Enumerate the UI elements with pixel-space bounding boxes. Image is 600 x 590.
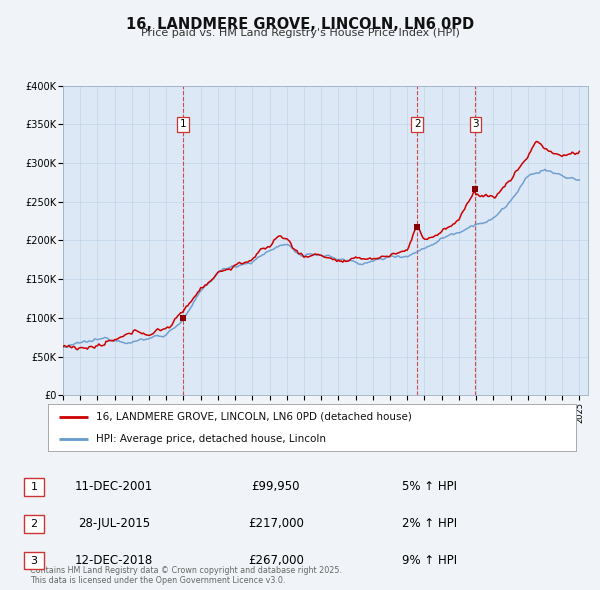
Text: £217,000: £217,000 [248,517,304,530]
Text: 3: 3 [472,119,479,129]
Text: 9% ↑ HPI: 9% ↑ HPI [402,554,457,567]
Text: 3: 3 [31,556,37,565]
Text: 16, LANDMERE GROVE, LINCOLN, LN6 0PD: 16, LANDMERE GROVE, LINCOLN, LN6 0PD [126,17,474,31]
Text: 1: 1 [31,482,37,491]
Text: 2: 2 [414,119,421,129]
Text: £99,950: £99,950 [252,480,300,493]
Text: Contains HM Land Registry data © Crown copyright and database right 2025.
This d: Contains HM Land Registry data © Crown c… [30,566,342,585]
Text: Price paid vs. HM Land Registry's House Price Index (HPI): Price paid vs. HM Land Registry's House … [140,28,460,38]
Text: 1: 1 [179,119,186,129]
Text: 28-JUL-2015: 28-JUL-2015 [78,517,150,530]
Text: 2% ↑ HPI: 2% ↑ HPI [402,517,457,530]
Text: £267,000: £267,000 [248,554,304,567]
Text: 5% ↑ HPI: 5% ↑ HPI [402,480,457,493]
Text: HPI: Average price, detached house, Lincoln: HPI: Average price, detached house, Linc… [95,434,326,444]
Text: 2: 2 [31,519,37,529]
Text: 12-DEC-2018: 12-DEC-2018 [75,554,153,567]
Text: 16, LANDMERE GROVE, LINCOLN, LN6 0PD (detached house): 16, LANDMERE GROVE, LINCOLN, LN6 0PD (de… [95,412,412,422]
Text: 11-DEC-2001: 11-DEC-2001 [75,480,153,493]
